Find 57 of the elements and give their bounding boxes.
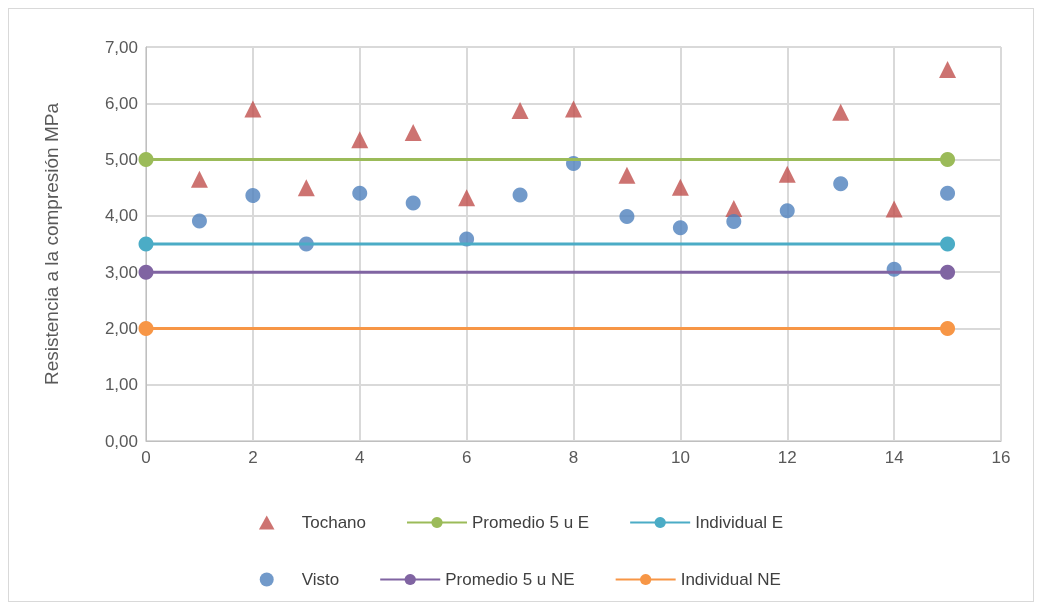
- legend-label: Individual E: [695, 513, 784, 532]
- point: [619, 208, 635, 224]
- y-tick-label: 0,00: [104, 431, 138, 451]
- point: [138, 320, 154, 336]
- point: [832, 103, 850, 121]
- point: [940, 152, 956, 168]
- point: [833, 176, 849, 192]
- x-tick-label: 8: [568, 448, 579, 467]
- point: [352, 185, 368, 201]
- x-tick-label: 0: [141, 448, 151, 467]
- point: [190, 170, 208, 188]
- point: [458, 189, 476, 207]
- legend-label: Tochano: [301, 513, 366, 532]
- point: [404, 124, 422, 142]
- x-tick-label: 2: [248, 448, 258, 467]
- point: [618, 166, 636, 184]
- point: [885, 200, 903, 218]
- point: [405, 195, 421, 211]
- legend-label: Promedio 5 u NE: [445, 570, 575, 589]
- point: [138, 264, 154, 280]
- point: [779, 203, 795, 219]
- point: [244, 100, 262, 118]
- x-tick-label: 10: [670, 448, 690, 467]
- point: [672, 220, 688, 236]
- x-tick-label: 6: [461, 448, 472, 467]
- point: [138, 236, 154, 252]
- x-tick-label: 12: [777, 448, 797, 467]
- point: [778, 165, 796, 183]
- y-tick-label: 5,00: [104, 150, 138, 170]
- legend-label: Promedio 5 u E: [471, 513, 590, 532]
- y-tick-label: 7,00: [104, 37, 138, 57]
- point: [511, 102, 529, 120]
- point: [297, 179, 315, 197]
- point: [939, 61, 957, 79]
- y-tick-label: 6,00: [104, 93, 138, 113]
- y-tick-label: 1,00: [104, 375, 138, 395]
- point: [940, 236, 956, 252]
- point: [512, 187, 528, 203]
- point: [940, 185, 956, 201]
- x-tick-label: 14: [884, 448, 904, 467]
- point: [726, 213, 742, 229]
- point: [191, 213, 207, 229]
- point: [940, 264, 956, 280]
- point: [940, 320, 956, 336]
- x-tick-label: 16: [991, 448, 1011, 467]
- y-tick-label: 2,00: [104, 318, 138, 338]
- point: [245, 188, 261, 204]
- legend-label: Individual NE: [680, 570, 781, 589]
- point: [138, 152, 154, 168]
- y-axis-title: Resistencia a la compresión MPa: [41, 102, 62, 385]
- point: [565, 100, 582, 118]
- y-tick-label: 3,00: [104, 262, 138, 282]
- y-tick-label: 4,00: [104, 206, 138, 226]
- point: [671, 178, 689, 196]
- point: [351, 131, 369, 149]
- x-tick-label: 4: [355, 448, 365, 467]
- legend-label: Visto: [301, 570, 340, 589]
